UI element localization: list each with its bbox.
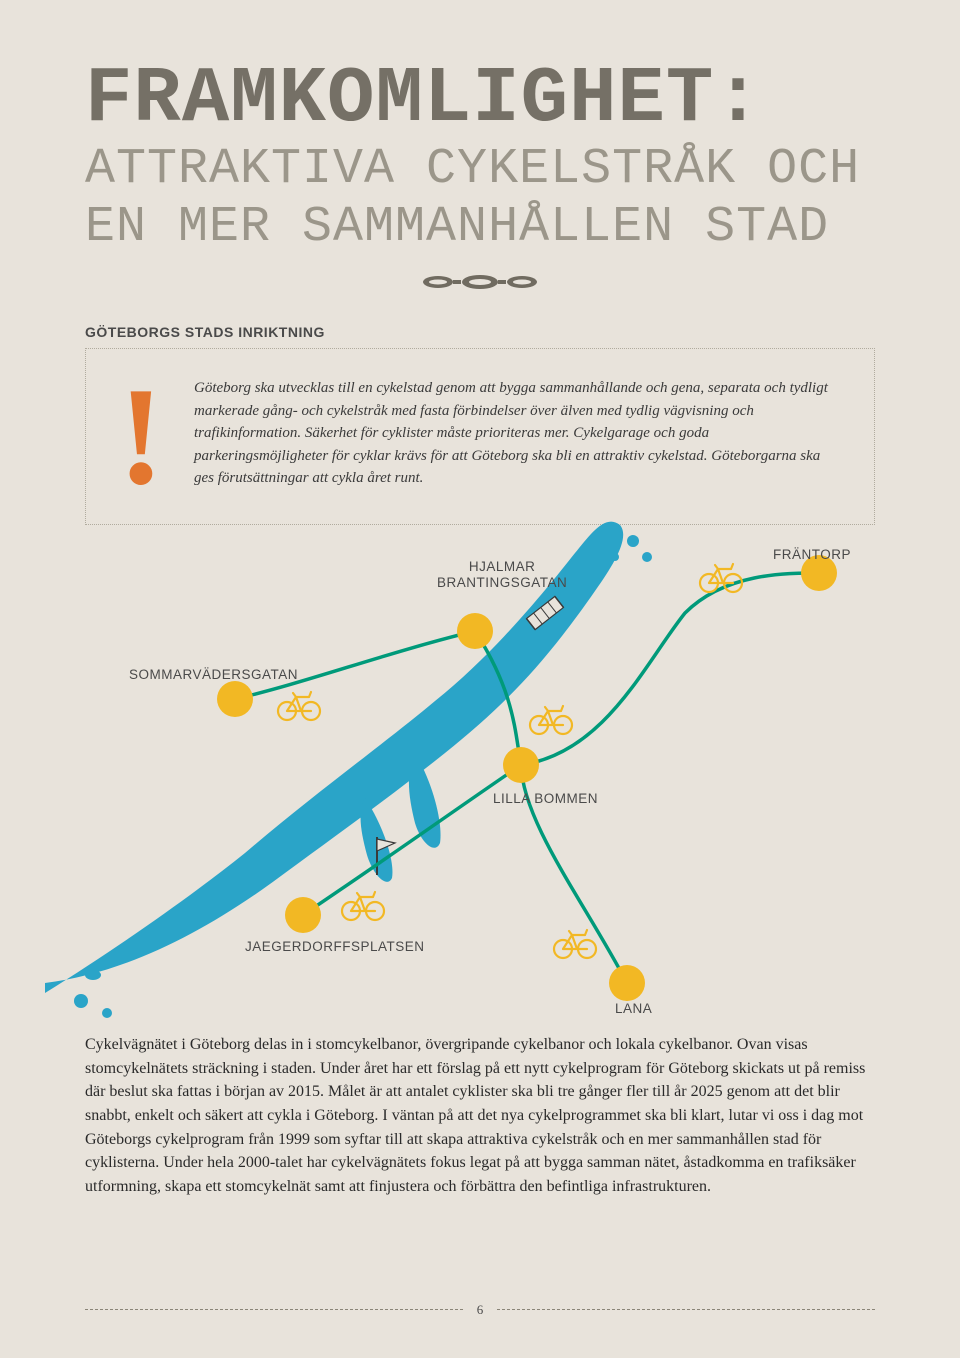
exclamation-icon: ! bbox=[116, 377, 166, 496]
map-node-lana bbox=[609, 965, 645, 1001]
cycle-path bbox=[235, 631, 475, 699]
title-main: FRAMKOMLIGHET: bbox=[85, 60, 875, 139]
map-node-jaeger bbox=[285, 897, 321, 933]
bike-icon bbox=[342, 892, 384, 920]
title-block: FRAMKOMLIGHET: ATTRAKTIVA CYKELSTRÅK OCH… bbox=[85, 60, 875, 255]
title-sub-line1: ATTRAKTIVA CYKELSTRÅK OCH bbox=[85, 143, 875, 197]
map-label-hjalmar: HJALMARBRANTINGSGATAN bbox=[437, 559, 567, 590]
page-number: 6 bbox=[463, 1302, 498, 1318]
map-node-sommar bbox=[217, 681, 253, 717]
callout-box: ! Göteborg ska utvecklas till en cykelst… bbox=[85, 348, 875, 525]
callout-text: Göteborg ska utvecklas till en cykelstad… bbox=[194, 377, 844, 490]
map-node-hjalmar bbox=[457, 613, 493, 649]
footer-rule: 6 bbox=[85, 1302, 875, 1318]
map-node-lilla bbox=[503, 747, 539, 783]
body-text: Cykelvägnätet i Göteborg delas in i stom… bbox=[85, 1033, 875, 1199]
map-label-jaeger: JAEGERDORFFSPLATSEN bbox=[245, 939, 425, 955]
title-sub-line2: EN MER SAMMANHÅLLEN STAD bbox=[85, 201, 875, 255]
section-label: GÖTEBORGS STADS INRIKTNING bbox=[85, 324, 875, 340]
chain-divider-icon bbox=[85, 273, 875, 296]
bike-icon bbox=[530, 706, 572, 734]
map-label-frantorp: FRÄNTORP bbox=[773, 547, 851, 563]
map-label-sommar: SOMMARVÄDERSGATAN bbox=[129, 667, 298, 683]
footer-rule-left bbox=[85, 1309, 463, 1311]
cycle-map: HJALMARBRANTINGSGATAN FRÄNTORP SOMMARVÄDER… bbox=[85, 543, 875, 1023]
map-label-lana: LANA bbox=[615, 1001, 652, 1017]
map-label-lilla: LILLA BOMMEN bbox=[493, 791, 598, 807]
bike-icon bbox=[554, 930, 596, 958]
bike-icon bbox=[278, 692, 320, 720]
footer-rule-right bbox=[497, 1309, 875, 1311]
